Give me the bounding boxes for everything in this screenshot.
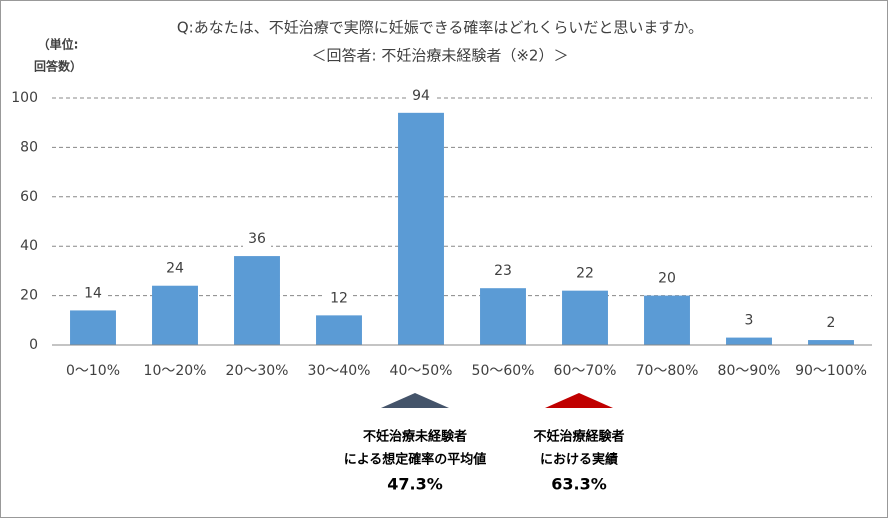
value-label-bg bbox=[653, 267, 681, 288]
x-tick-label: 20～30% bbox=[226, 363, 289, 379]
bar bbox=[644, 295, 690, 345]
annotation-marker bbox=[545, 393, 613, 408]
annotation-text: 47.3% bbox=[387, 475, 443, 494]
y-tick-label: 20 bbox=[20, 288, 38, 304]
y-tick-label: 80 bbox=[20, 139, 38, 155]
bar bbox=[234, 256, 280, 345]
value-label-bg bbox=[243, 228, 271, 249]
unit-label: （単位: bbox=[38, 37, 79, 52]
value-label: 20 bbox=[658, 271, 676, 287]
value-label: 14 bbox=[84, 285, 102, 301]
annotation-text: 不妊治療経験者 bbox=[533, 429, 624, 445]
y-tick-label: 100 bbox=[11, 90, 38, 106]
y-tick-label: 60 bbox=[20, 189, 38, 205]
value-label-bg bbox=[407, 84, 435, 105]
annotation-text: 不妊治療未経験者 bbox=[363, 429, 467, 445]
bar bbox=[70, 310, 116, 345]
value-label: 24 bbox=[166, 261, 184, 277]
x-tick-label: 0～10% bbox=[66, 363, 120, 379]
bar bbox=[726, 337, 772, 345]
x-tick-label: 50～60% bbox=[472, 363, 535, 379]
value-label-bg bbox=[489, 260, 517, 281]
value-label: 3 bbox=[745, 313, 754, 329]
y-tick-label: 40 bbox=[20, 238, 38, 254]
x-tick-label: 60～70% bbox=[554, 363, 617, 379]
x-tick-label: 40～50% bbox=[390, 363, 453, 379]
value-label: 12 bbox=[330, 290, 348, 306]
value-label-bg bbox=[79, 282, 107, 303]
annotation-text: における実績 bbox=[540, 452, 618, 468]
bar bbox=[480, 288, 526, 345]
value-label-bg bbox=[161, 257, 189, 278]
x-tick-label: 70～80% bbox=[636, 363, 699, 379]
unit-label: 回答数） bbox=[34, 59, 82, 74]
bar bbox=[398, 112, 444, 345]
value-label-bg bbox=[571, 262, 599, 283]
annotation-text: による想定確率の平均値 bbox=[344, 452, 487, 468]
value-label-bg bbox=[817, 312, 845, 333]
chart-title: Q:あなたは、不妊治療で実際に妊娠できる確率はどれくらいだと思いますか。 bbox=[177, 19, 703, 37]
value-label: 36 bbox=[248, 231, 266, 247]
value-label-bg bbox=[325, 287, 353, 308]
value-label: 22 bbox=[576, 266, 594, 282]
annotation-text: 63.3% bbox=[551, 475, 607, 494]
x-tick-label: 90～100% bbox=[795, 363, 867, 379]
annotation-marker bbox=[381, 393, 449, 408]
value-label: 23 bbox=[494, 263, 512, 279]
value-label-bg bbox=[735, 309, 763, 330]
bar bbox=[316, 315, 362, 345]
bar bbox=[562, 290, 608, 345]
x-tick-label: 10～20% bbox=[144, 363, 207, 379]
x-tick-label: 80～90% bbox=[718, 363, 781, 379]
bar bbox=[808, 340, 854, 345]
value-label: 94 bbox=[412, 88, 430, 104]
bar bbox=[152, 285, 198, 345]
x-tick-label: 30～40% bbox=[308, 363, 371, 379]
chart-subtitle: ＜回答者: 不妊治療未経験者（※2）＞ bbox=[312, 47, 569, 65]
value-label: 2 bbox=[827, 315, 836, 331]
y-tick-label: 0 bbox=[29, 337, 38, 353]
